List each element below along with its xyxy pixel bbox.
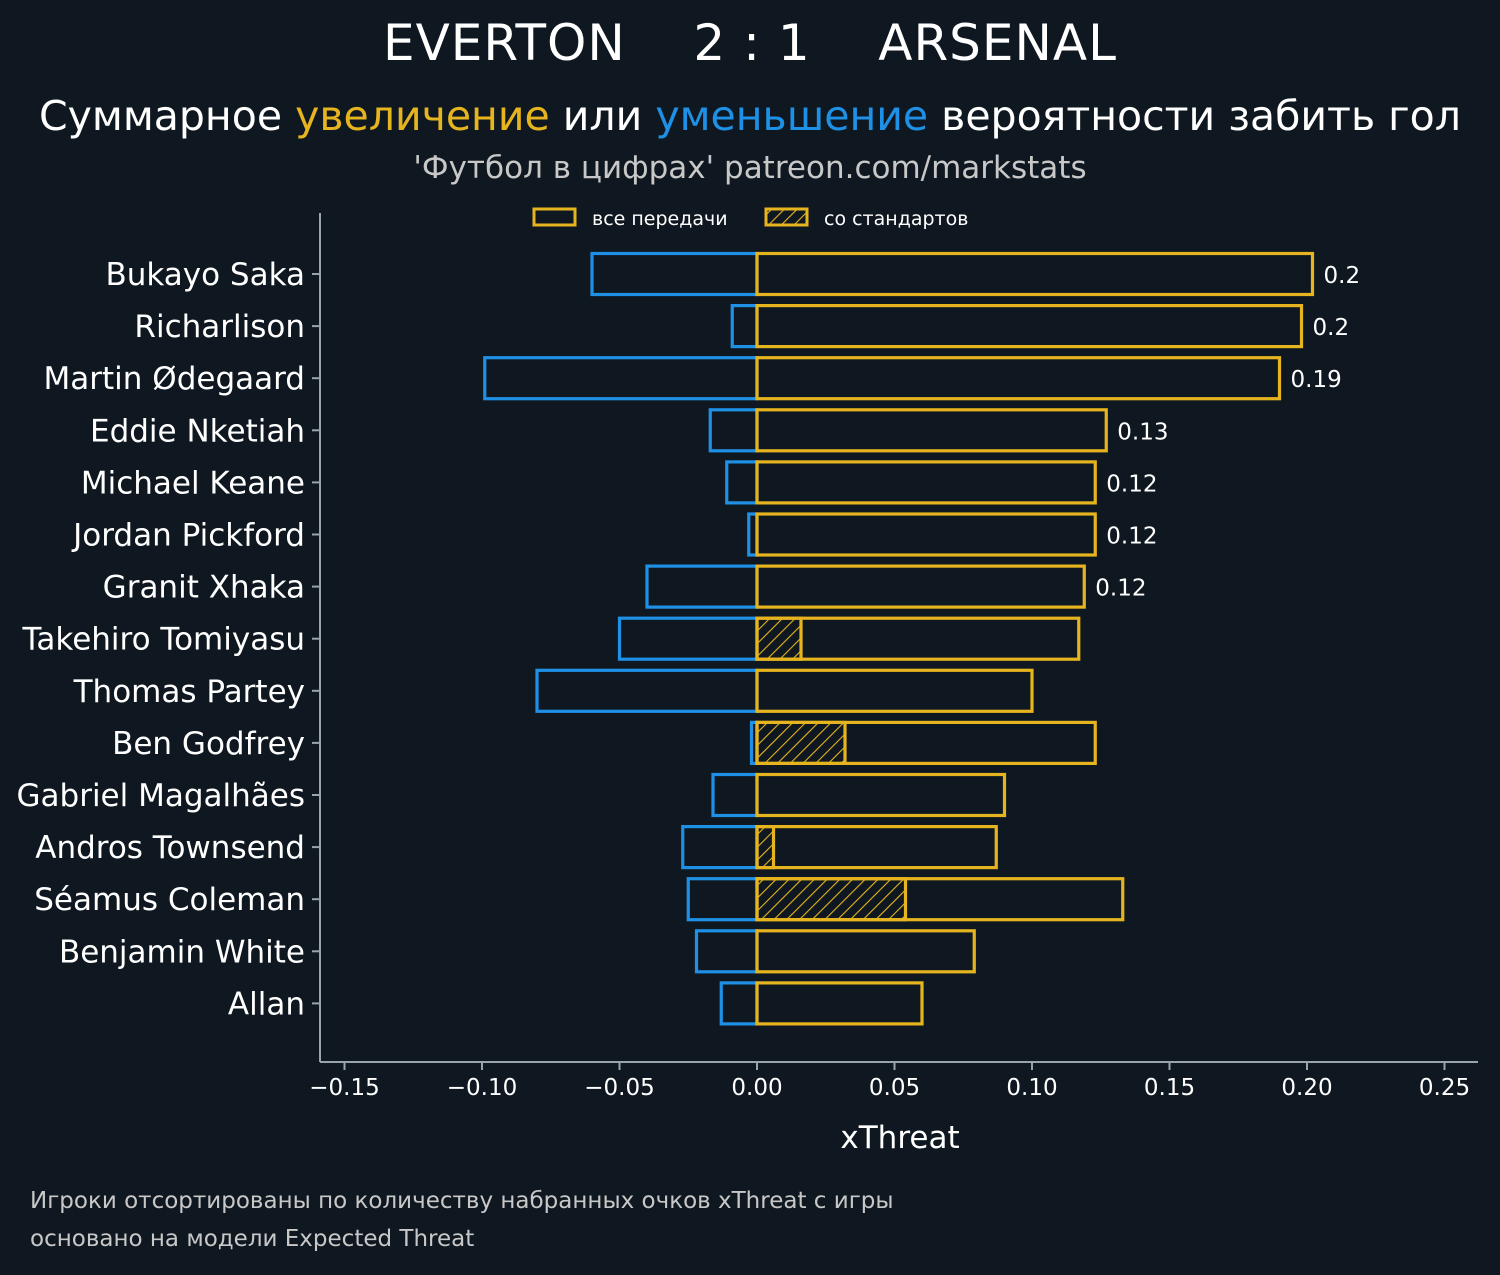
legend-label-all-passes: все передачи <box>592 208 728 230</box>
y-tick-label: Jordan Pickford <box>71 518 305 554</box>
y-tick-label: Granit Xhaka <box>103 570 305 606</box>
bar-decrease <box>483 356 759 401</box>
y-tick-label: Ben Godfrey <box>112 726 305 762</box>
y-tick-label: Andros Townsend <box>35 830 305 866</box>
bar-increase <box>755 408 1108 453</box>
data-label: 0.19 <box>1291 367 1342 393</box>
bar-increase <box>755 981 924 1026</box>
bar-increase <box>755 512 1097 557</box>
x-tick-label: −0.10 <box>447 1075 517 1101</box>
bar-decrease <box>711 772 759 818</box>
bar-increase <box>755 668 1034 713</box>
y-tick-label: Martin Ødegaard <box>44 361 305 397</box>
bar-increase <box>755 564 1086 609</box>
data-label: 0.2 <box>1313 315 1350 341</box>
bar-increase <box>755 877 1125 922</box>
bar-increase <box>755 460 1097 505</box>
footnote-model: основано на модели Expected Threat <box>30 1226 475 1252</box>
subtitle-part3: вероятности забить гол <box>928 92 1461 140</box>
x-tick-label: 0.05 <box>869 1075 920 1101</box>
bar-increase <box>755 356 1282 401</box>
legend-swatch-set-pieces <box>764 207 809 227</box>
bar-decrease <box>617 616 759 661</box>
bar-decrease <box>694 929 759 974</box>
y-tick-label: Gabriel Magalhães <box>17 778 306 814</box>
source-credit: 'Футбол в цифрах' patreon.com/markstats <box>413 150 1087 186</box>
bar-increase <box>755 720 1097 766</box>
bar-decrease <box>708 408 759 453</box>
match-title: EVERTON 2 : 1 ARSENAL <box>0 14 1500 72</box>
x-tick-label: −0.15 <box>309 1075 379 1101</box>
y-tick-label: Benjamin White <box>59 934 305 970</box>
x-tick-label: 0.20 <box>1281 1075 1332 1101</box>
y-tick-label: Michael Keane <box>81 465 305 501</box>
y-tick-label: Allan <box>228 986 305 1022</box>
bar-increase <box>755 772 1007 818</box>
away-team: ARSENAL <box>878 14 1117 72</box>
subtitle-increase-word: увеличение <box>295 92 550 140</box>
legend-label-set-pieces: со стандартов <box>824 208 968 230</box>
bar-increase <box>755 929 976 974</box>
bar-decrease <box>725 460 759 505</box>
legend-swatch-all-passes <box>532 207 577 227</box>
bar-set-piece <box>755 616 803 661</box>
chart-subtitle: Суммарное увеличение или уменьшение веро… <box>0 92 1500 140</box>
data-label: 0.12 <box>1106 524 1157 550</box>
bar-decrease <box>681 824 759 870</box>
subtitle-decrease-word: уменьшение <box>655 92 929 140</box>
x-tick-label: −0.05 <box>584 1075 654 1101</box>
subtitle-part2: или <box>549 92 656 140</box>
footnote-sorting: Игроки отсортированы по количеству набра… <box>30 1188 894 1214</box>
chart-axes: xThreat <box>319 213 1478 1156</box>
y-tick-label: Eddie Nketiah <box>90 413 305 449</box>
match-score: 2 : 1 <box>693 14 811 72</box>
y-tick-label: Richarlison <box>134 309 305 345</box>
bar-decrease <box>686 877 759 922</box>
bar-increase <box>755 824 998 870</box>
x-tick-label: 0.25 <box>1419 1075 1470 1101</box>
home-team: EVERTON <box>383 14 626 72</box>
subtitle-part1: Суммарное <box>39 92 296 140</box>
x-axis-label: xThreat <box>840 1120 959 1156</box>
data-label: 0.12 <box>1095 576 1146 602</box>
y-tick-label: Bukayo Saka <box>105 257 305 293</box>
data-label: 0.13 <box>1117 419 1168 445</box>
bar-decrease <box>730 304 759 349</box>
data-label: 0.2 <box>1324 263 1361 289</box>
y-tick-label: Thomas Partey <box>73 674 305 710</box>
bar-increase <box>755 251 1315 297</box>
bar-decrease <box>645 564 759 609</box>
bar-decrease <box>719 981 759 1026</box>
bar-decrease <box>590 251 759 297</box>
y-tick-label: Séamus Coleman <box>34 882 305 918</box>
y-tick-label: Takehiro Tomiyasu <box>22 622 305 658</box>
chart-legend: все передачи со стандартов <box>532 207 968 230</box>
bar-set-piece <box>755 877 908 922</box>
bar-set-piece <box>755 720 847 766</box>
bar-decrease <box>535 668 759 713</box>
x-tick-label: 0.15 <box>1144 1075 1195 1101</box>
bar-set-piece <box>755 824 776 870</box>
data-label: 0.12 <box>1106 471 1157 497</box>
x-tick-label: 0.10 <box>1006 1075 1057 1101</box>
bar-increase <box>755 616 1081 661</box>
bar-increase <box>755 304 1304 349</box>
x-tick-label: 0.00 <box>731 1075 782 1101</box>
